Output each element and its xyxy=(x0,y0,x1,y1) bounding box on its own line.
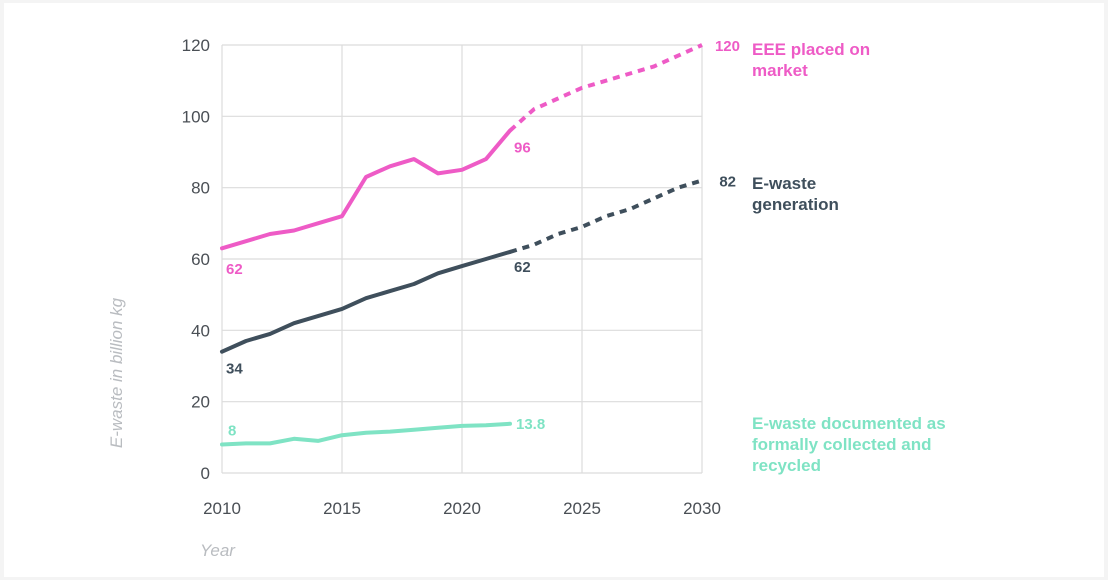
legend-label: recycled xyxy=(752,456,821,475)
data-label: 8 xyxy=(228,422,236,439)
series-2 xyxy=(220,421,512,447)
x-tick-label: 2025 xyxy=(563,499,601,518)
axis-ticks: 0 20 40 60 80 100 120 2010 2015 2020 2025 2030 xyxy=(182,36,721,518)
legend: EEE placed onmarketE-wastegenerationE-wa… xyxy=(752,40,946,475)
x-axis-title: Year xyxy=(200,541,236,560)
series-line-actual xyxy=(220,421,512,447)
legend-label: E-waste documented as xyxy=(752,414,946,433)
series-line-projected xyxy=(508,43,703,133)
data-label: 120 xyxy=(715,38,740,55)
chart-card: 0 20 40 60 80 100 120 2010 2015 2020 2025 2030 E-wa… xyxy=(4,3,1104,577)
y-tick-label: 120 xyxy=(182,36,210,55)
legend-item-1: E-waste generation xyxy=(752,174,839,214)
x-tick-label: 2020 xyxy=(443,499,481,518)
legend-item-0: EEE placed on market xyxy=(752,40,870,80)
y-tick-label: 80 xyxy=(191,179,210,198)
series-line-actual xyxy=(220,249,512,354)
x-tick-label: 2030 xyxy=(683,499,721,518)
series-group xyxy=(220,43,703,447)
series-line-actual xyxy=(220,128,512,251)
legend-label: generation xyxy=(752,195,839,214)
data-label: 82 xyxy=(719,174,736,191)
x-tick-label: 2015 xyxy=(323,499,361,518)
data-labels: 62 96 120 34 62 82 8 13.8 xyxy=(226,38,740,439)
y-tick-label: 0 xyxy=(201,464,210,483)
series-1 xyxy=(220,178,703,354)
line-chart: 0 20 40 60 80 100 120 2010 2015 2020 2025 2030 E-wa… xyxy=(107,36,946,560)
data-label: 96 xyxy=(514,140,531,157)
y-axis-title: E-waste in billion kg xyxy=(107,297,126,448)
legend-label: market xyxy=(752,61,808,80)
y-tick-label: 40 xyxy=(191,321,210,340)
data-label: 62 xyxy=(514,259,531,276)
legend-label: EEE placed on xyxy=(752,40,870,59)
y-tick-label: 60 xyxy=(191,250,210,269)
grid xyxy=(221,44,703,474)
legend-label: E-waste xyxy=(752,174,816,193)
x-tick-label: 2010 xyxy=(203,499,241,518)
legend-item-2: E-waste documented as formally collected … xyxy=(752,414,946,475)
data-label: 62 xyxy=(226,261,243,278)
data-label: 13.8 xyxy=(516,416,545,433)
y-tick-label: 100 xyxy=(182,107,210,126)
series-0 xyxy=(220,43,703,251)
legend-label: formally collected and xyxy=(752,435,932,454)
y-tick-label: 20 xyxy=(191,393,210,412)
data-label: 34 xyxy=(226,361,243,378)
series-line-projected xyxy=(509,178,703,254)
